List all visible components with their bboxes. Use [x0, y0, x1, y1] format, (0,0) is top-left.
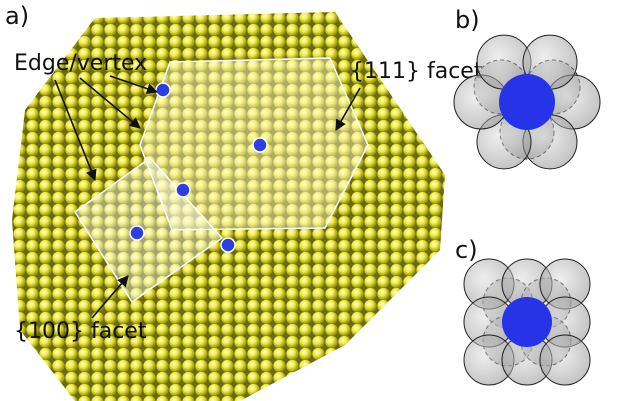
panel-label: b) [455, 6, 480, 34]
arrows [54, 75, 361, 319]
facet-100 [73, 156, 224, 304]
panel-b: b) [453, 6, 601, 170]
atom-marker [155, 82, 171, 98]
arrow [54, 79, 97, 182]
annotation: {111} facet [350, 59, 483, 84]
panel-c: c) [455, 236, 591, 386]
panel-label: a) [5, 2, 29, 30]
arrow [109, 75, 159, 95]
atom-marker [220, 237, 236, 253]
annotation: Edge/vertex [14, 51, 147, 76]
atom-marker [252, 137, 268, 153]
particle-body [12, 12, 445, 401]
panel-label: c) [455, 236, 478, 264]
marked-atoms [129, 82, 268, 253]
atom-marker [175, 182, 191, 198]
nanoparticle: a) Edge/vertex {111} facet {100} facet [5, 2, 483, 401]
arrow [79, 77, 141, 129]
annotation: {100} facet [14, 319, 147, 344]
center-atom [499, 74, 555, 130]
atom-marker [129, 225, 145, 241]
arrow [91, 275, 129, 319]
center-atom [502, 297, 552, 347]
neighbor-atom [539, 334, 591, 386]
arrow [335, 87, 361, 131]
